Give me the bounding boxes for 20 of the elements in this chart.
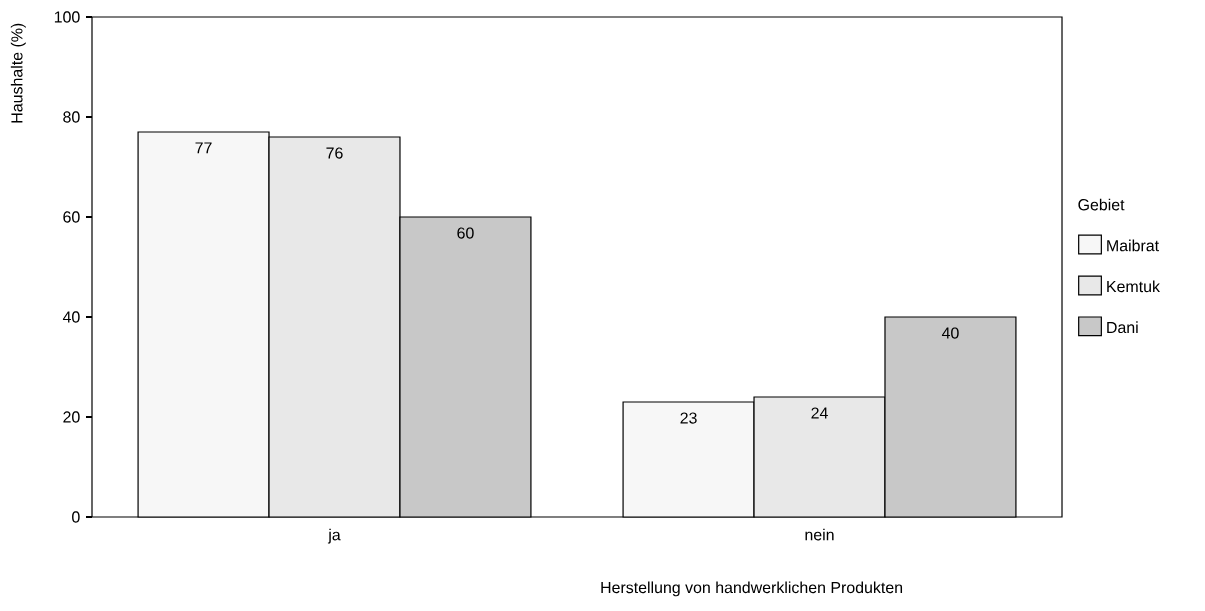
data-label: 77 <box>195 142 212 154</box>
y-tick-label: 80 <box>63 111 80 123</box>
legend-label: Maibrat <box>1107 239 1159 252</box>
data-label: 24 <box>811 407 828 419</box>
data-label: 60 <box>457 227 474 239</box>
legend-label: Dani <box>1107 321 1138 334</box>
data-label: 40 <box>941 327 959 339</box>
y-tick-label: 100 <box>54 11 80 23</box>
legend-label: Kemtuk <box>1107 280 1160 293</box>
data-label: 76 <box>326 147 343 159</box>
x-tick-label: ja <box>327 528 341 544</box>
y-tick-label: 40 <box>62 311 80 323</box>
legend-title: Gebiet <box>1078 198 1125 211</box>
x-axis-title: Herstellung von handwerklichen Produkten <box>601 581 903 597</box>
data-label: 23 <box>680 412 697 424</box>
x-tick-label: nein <box>805 528 834 541</box>
y-tick-label: 20 <box>63 411 80 423</box>
y-tick-label: 0 <box>72 511 80 523</box>
y-tick-label: 60 <box>63 211 80 223</box>
y-axis-title: Haushalte (%) <box>10 23 26 123</box>
